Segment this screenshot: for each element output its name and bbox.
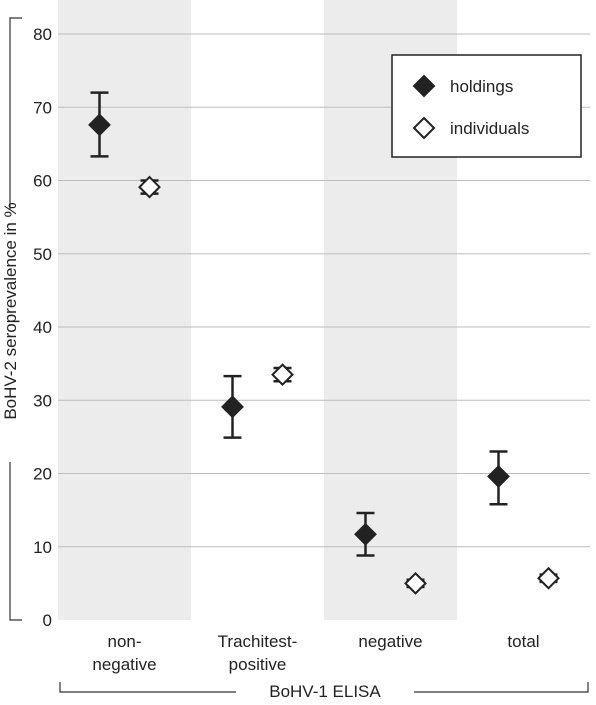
x-axis-categories: non-negative Trachitest-positive negative t…	[92, 632, 539, 674]
data-point	[221, 374, 244, 439]
y-bracket-bottom	[9, 462, 22, 621]
data-markers	[88, 91, 560, 595]
legend: holdings individuals	[391, 54, 582, 158]
y-tick-label: 10	[33, 538, 52, 557]
open-diamond-marker	[404, 571, 427, 595]
x-axis-title: BoHV-1 ELISA	[269, 682, 381, 701]
data-point	[138, 175, 161, 199]
filled-diamond-marker	[88, 113, 111, 137]
legend-label: holdings	[450, 77, 513, 96]
y-tick-label: 30	[33, 391, 52, 410]
x-category-label: negative	[358, 632, 422, 651]
legend-label: individuals	[450, 119, 529, 138]
x-axis-bracket	[59, 682, 589, 693]
legend-open-diamond-icon	[412, 116, 436, 140]
legend-box	[391, 54, 582, 158]
open-diamond-marker	[271, 363, 294, 387]
y-tick-label: 80	[33, 25, 52, 44]
y-tick-label: 60	[33, 172, 52, 191]
x-category-label: positive	[229, 655, 287, 674]
y-tick-label: 70	[33, 98, 52, 117]
x-bracket-left	[59, 682, 236, 693]
y-axis-ticks: 0 10 20 30 40 50 60 70 80	[33, 25, 52, 630]
data-point	[487, 450, 510, 506]
open-diamond-marker	[537, 566, 560, 590]
data-point	[88, 91, 111, 158]
category-band	[58, 0, 191, 620]
x-category-label: Trachitest-	[218, 632, 298, 651]
y-bracket-top	[9, 17, 22, 210]
filled-diamond-marker	[487, 465, 510, 488]
data-point	[354, 511, 377, 557]
x-category-label: non-	[107, 632, 141, 651]
x-category-label: total	[507, 632, 539, 651]
data-point	[404, 571, 427, 595]
filled-diamond-marker	[221, 395, 244, 419]
open-diamond-marker	[138, 175, 161, 199]
x-category-label: negative	[92, 655, 156, 674]
legend-filled-diamond-icon	[412, 74, 436, 98]
y-tick-label: 20	[33, 465, 52, 484]
y-tick-label: 40	[33, 318, 52, 337]
y-axis-bracket	[9, 17, 22, 621]
y-axis-title: BoHV-2 seroprevalence in %	[1, 202, 20, 419]
y-tick-label: 50	[33, 245, 52, 264]
x-bracket-right	[414, 682, 589, 693]
data-point	[537, 566, 560, 590]
data-point	[271, 363, 294, 387]
filled-diamond-marker	[354, 522, 377, 546]
y-tick-label: 0	[43, 611, 52, 630]
